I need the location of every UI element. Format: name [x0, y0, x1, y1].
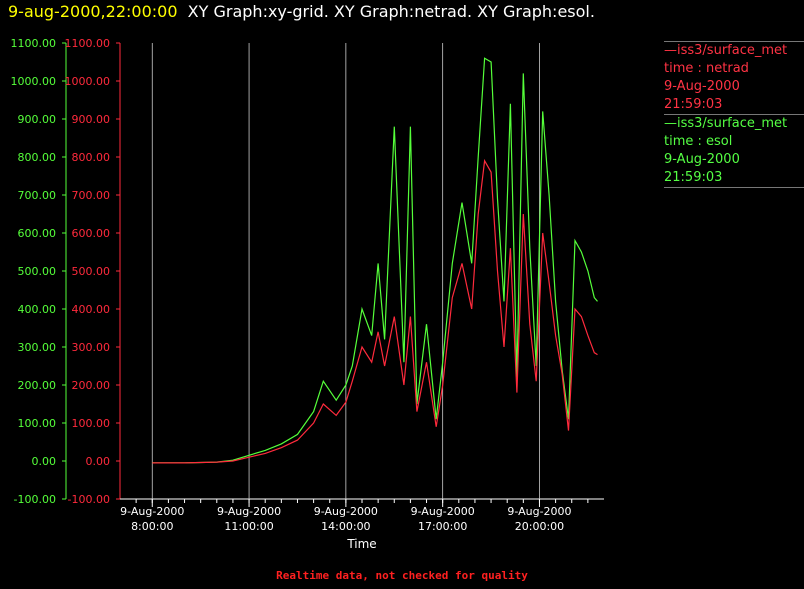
y-tick-label-outer: 300.00	[18, 341, 57, 354]
quality-footer: Realtime data, not checked for quality	[276, 569, 528, 582]
legend-esol-variable: time : esol	[664, 134, 733, 149]
y-tick-label-outer: -100.00	[14, 493, 56, 506]
x-axis-label: Time	[347, 537, 377, 551]
x-tick-label-time: 8:00:00	[131, 520, 173, 533]
legend-esol-source: —iss3/surface_met	[664, 116, 788, 131]
y-tick-label-outer: 900.00	[18, 113, 57, 126]
legend-netrad-time: 21:59:03	[664, 97, 723, 112]
chart-title-bar: 9-aug-2000,22:00:00 XY Graph:xy-grid. XY…	[8, 2, 595, 21]
y-tick-label-outer: 700.00	[18, 189, 57, 202]
y-tick-label-outer: 500.00	[18, 265, 57, 278]
y-tick-label-inner: 800.00	[72, 151, 111, 164]
y-tick-label-inner: 200.00	[72, 379, 111, 392]
legend-netrad-source: —iss3/surface_met	[664, 43, 788, 58]
y-tick-label-outer: 400.00	[18, 303, 57, 316]
x-tick-label-date: 9-Aug-2000	[120, 505, 184, 518]
y-tick-label-outer: 800.00	[18, 151, 57, 164]
x-tick-label-time: 20:00:00	[515, 520, 564, 533]
y-tick-label-inner: 300.00	[72, 341, 111, 354]
legend-esol-date: 9-Aug-2000	[664, 152, 740, 167]
x-tick-label-time: 17:00:00	[418, 520, 467, 533]
legend-netrad: —iss3/surface_met time : netrad 9-Aug-20…	[664, 41, 804, 114]
legend-esol: —iss3/surface_met time : esol 9-Aug-2000…	[664, 114, 804, 188]
y-tick-label-inner: 400.00	[72, 303, 111, 316]
title-graphs: XY Graph:xy-grid. XY Graph:netrad. XY Gr…	[187, 2, 595, 21]
y-tick-label-inner: 900.00	[72, 113, 111, 126]
legend-netrad-date: 9-Aug-2000	[664, 79, 740, 94]
x-tick-label-date: 9-Aug-2000	[507, 505, 571, 518]
y-tick-label-outer: 1100.00	[11, 37, 57, 50]
series-line-netrad	[152, 158, 598, 464]
y-tick-label-inner: 600.00	[72, 227, 111, 240]
y-tick-label-inner: 700.00	[72, 189, 111, 202]
y-tick-label-inner: 500.00	[72, 265, 111, 278]
x-tick-label-date: 9-Aug-2000	[314, 505, 378, 518]
y-tick-label-inner: 1000.00	[65, 75, 111, 88]
y-tick-label-inner: -100.00	[68, 493, 110, 506]
y-tick-label-inner: 1100.00	[65, 37, 111, 50]
legend-netrad-variable: time : netrad	[664, 61, 749, 76]
x-tick-label-time: 11:00:00	[224, 520, 273, 533]
title-date: 9-aug-2000,22:00:00	[8, 2, 178, 21]
y-tick-label-inner: 0.00	[86, 455, 111, 468]
x-tick-label-time: 14:00:00	[321, 520, 370, 533]
y-tick-label-outer: 1000.00	[11, 75, 57, 88]
legend-esol-time: 21:59:03	[664, 170, 723, 185]
y-tick-label-outer: 200.00	[18, 379, 57, 392]
y-tick-label-outer: 600.00	[18, 227, 57, 240]
x-tick-label-date: 9-Aug-2000	[411, 505, 475, 518]
y-tick-label-inner: 100.00	[72, 417, 111, 430]
y-tick-label-outer: 100.00	[18, 417, 57, 430]
series-line-esol	[152, 57, 598, 464]
x-tick-label-date: 9-Aug-2000	[217, 505, 281, 518]
y-tick-label-outer: 0.00	[32, 455, 57, 468]
